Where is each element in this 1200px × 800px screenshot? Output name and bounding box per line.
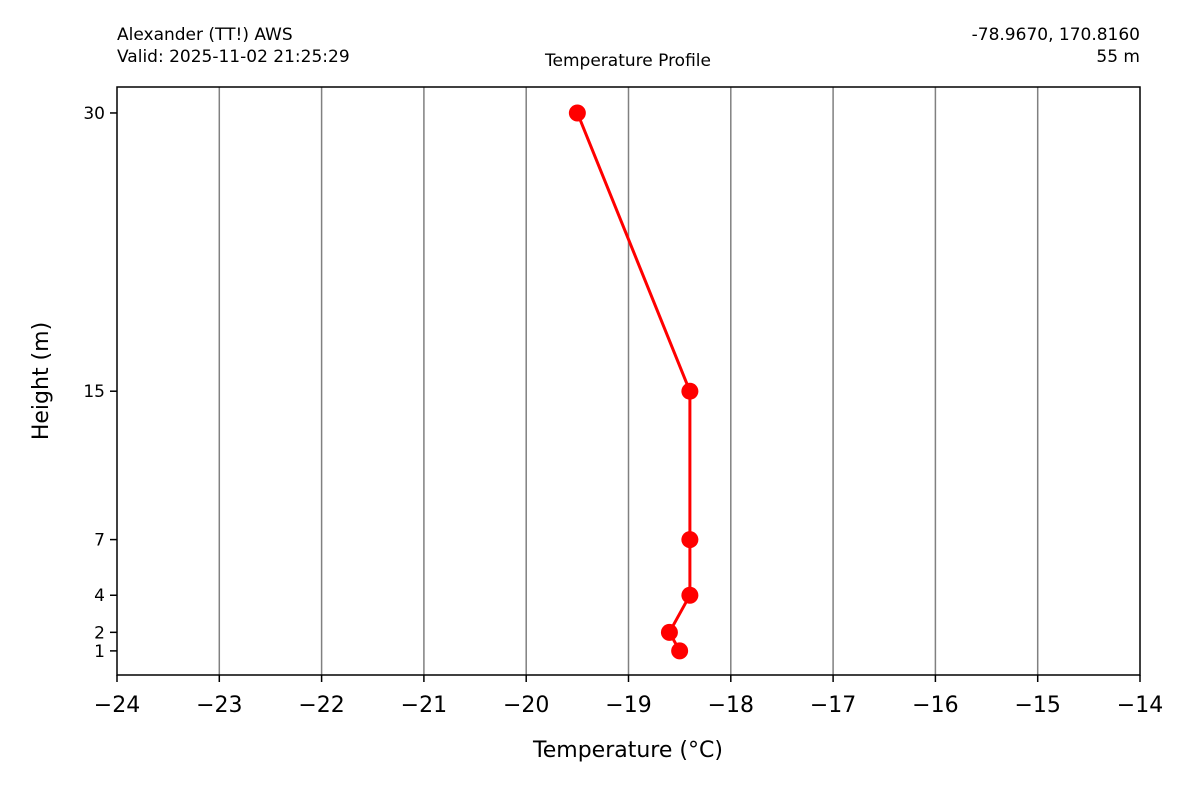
y-tick-label: 4 — [94, 586, 105, 606]
grid-lines — [218, 87, 1039, 675]
chart-title: Temperature Profile — [545, 51, 711, 71]
x-tick-label: −14 — [1117, 693, 1163, 718]
x-tick-label: −17 — [810, 693, 856, 718]
x-tick-label: −22 — [298, 693, 344, 718]
y-axis-label: Height (m) — [29, 322, 54, 440]
x-tick-label: −16 — [912, 693, 958, 718]
header-left: Alexander (TT!) AWS Valid: 2025-11-02 21:… — [117, 24, 350, 68]
y-tick-label: 15 — [83, 382, 105, 402]
series-line — [576, 112, 692, 652]
data-point — [681, 382, 699, 400]
header-right: -78.9670, 170.8160 55 m — [972, 24, 1140, 68]
x-tick-label: −24 — [94, 693, 140, 718]
y-tick-label: 2 — [94, 623, 105, 643]
series-layer — [568, 104, 699, 660]
y-tick-label: 7 — [94, 531, 105, 551]
x-axis: −24 −23 −22 −21 −20 −19 −18 −17 −16 −15 −14 — [94, 675, 1163, 718]
coordinates: -78.9670, 170.8160 — [971, 25, 1140, 45]
x-tick-label: −19 — [605, 693, 651, 718]
data-point — [568, 104, 586, 122]
x-tick-label: −21 — [401, 693, 447, 718]
x-tick-label: −20 — [503, 693, 549, 718]
data-point — [671, 642, 689, 660]
data-point — [681, 531, 699, 549]
data-point — [660, 623, 678, 641]
elevation: 55 m — [1096, 47, 1140, 67]
data-point — [681, 586, 699, 604]
valid-time: Valid: 2025-11-02 21:25:29 — [117, 47, 350, 67]
x-tick-label: −18 — [708, 693, 754, 718]
station-name: Alexander (TT!) AWS — [117, 25, 293, 45]
y-tick-label: 30 — [83, 104, 105, 124]
y-axis: 12 4 7 15 30 — [83, 104, 117, 662]
x-tick-label: −15 — [1014, 693, 1060, 718]
y-tick-label: 1 — [94, 642, 105, 662]
x-axis-label: Temperature (°C) — [532, 738, 723, 763]
x-tick-label: −23 — [196, 693, 242, 718]
